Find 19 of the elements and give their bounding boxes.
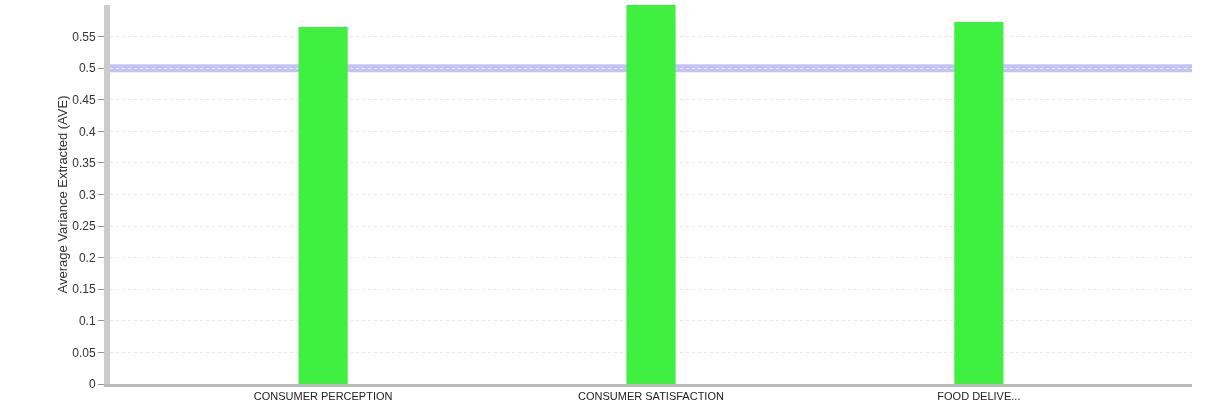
- x-tick-label: FOOD DELIVE...: [937, 390, 1021, 403]
- bar: [298, 27, 348, 384]
- y-tick-label: 0.25: [72, 219, 96, 234]
- y-tick-label: 0.4: [78, 124, 96, 139]
- x-tick-label: CONSUMER SATISFACTION: [578, 390, 724, 403]
- y-axis-title: Average Variance Extracted (AVE): [55, 95, 71, 294]
- y-tick-label: 0.35: [72, 156, 96, 171]
- y-tick-label: 0.1: [78, 314, 96, 329]
- y-tick-label: 0.55: [72, 29, 96, 44]
- y-tick-label: 0.05: [72, 345, 96, 360]
- bar: [954, 22, 1004, 384]
- y-tick-label: 0.45: [72, 92, 96, 107]
- y-tick-label: 0: [88, 377, 96, 392]
- y-tick-label: 0.5: [78, 61, 96, 76]
- x-tick-label: CONSUMER PERCEPTION: [253, 390, 393, 403]
- y-tick-label: 0.3: [78, 187, 96, 202]
- bar: [626, 5, 676, 384]
- y-tick-label: 0.15: [72, 282, 96, 297]
- y-tick-label: 0.2: [78, 250, 96, 265]
